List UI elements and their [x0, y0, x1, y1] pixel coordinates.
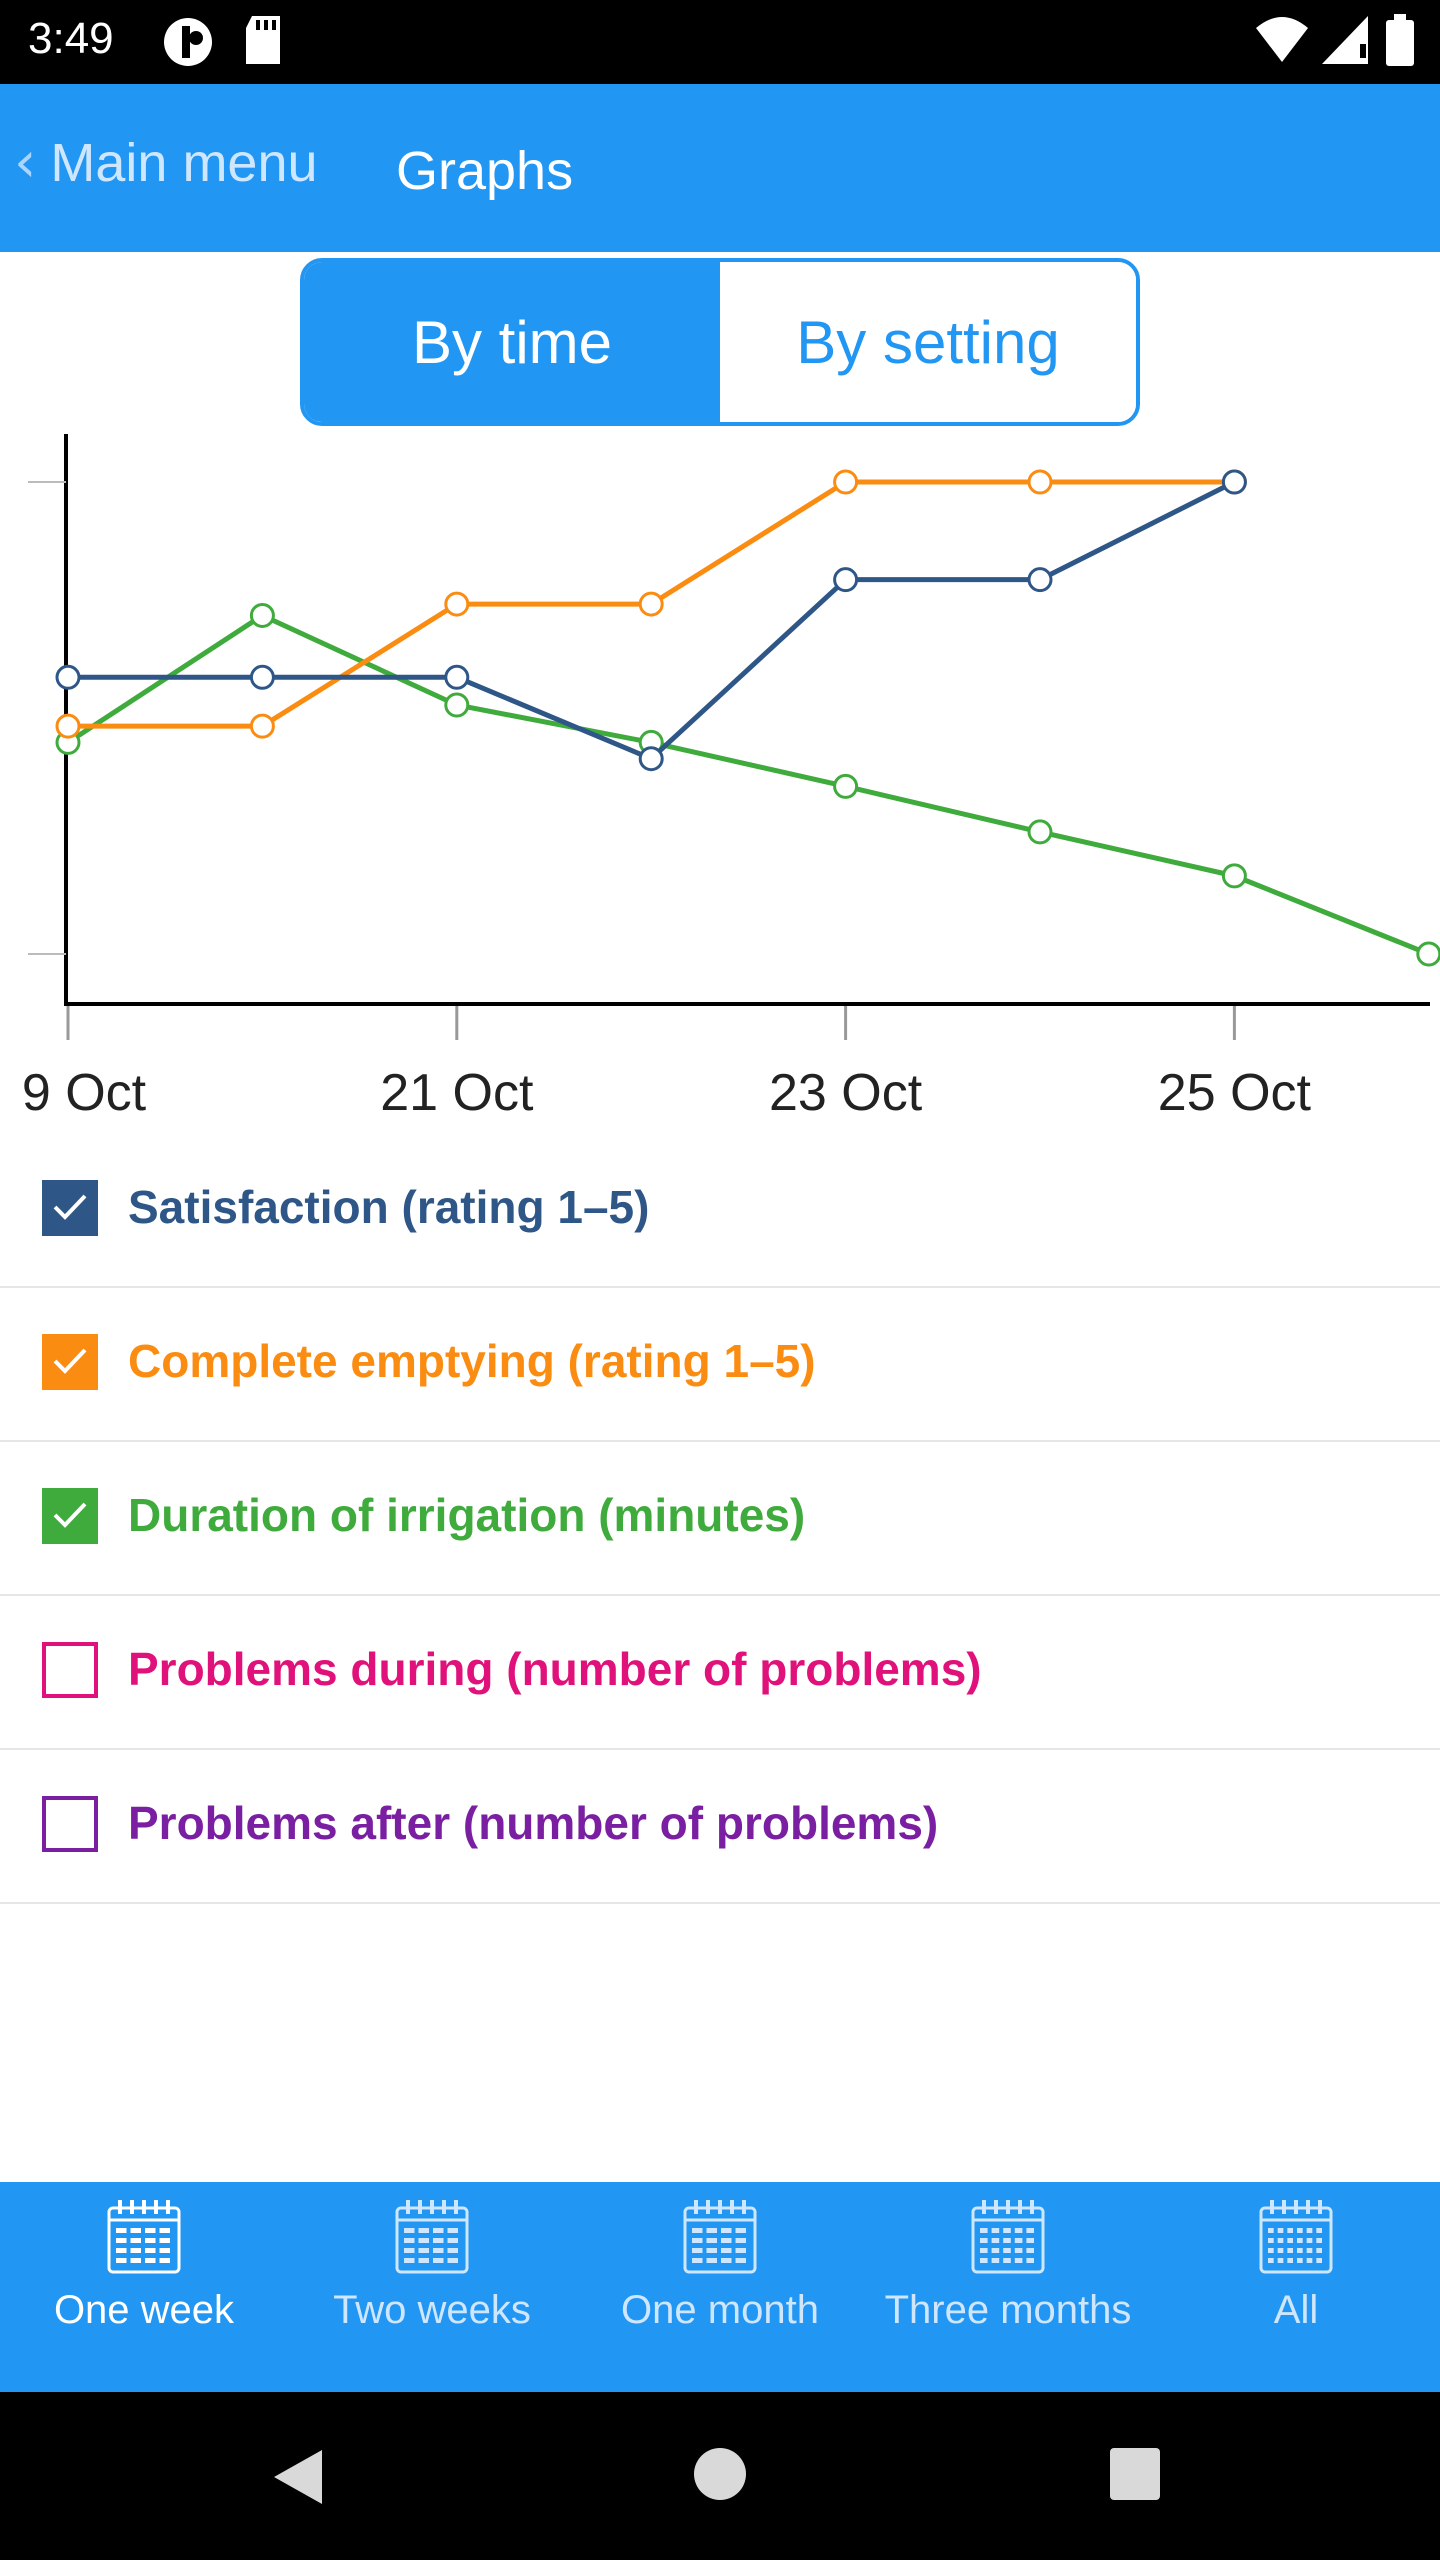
- check-icon: [53, 1194, 87, 1220]
- checkbox-checked[interactable]: [42, 1334, 98, 1390]
- tab-label: One month: [621, 2288, 819, 2332]
- series-line: [66, 612, 1430, 957]
- legend-label: Duration of irrigation (minutes): [128, 1489, 806, 1541]
- tab-three-months[interactable]: Three months: [864, 2182, 1152, 2392]
- series-1: [55, 469, 1247, 739]
- data-point[interactable]: [1221, 863, 1247, 889]
- data-point[interactable]: [444, 692, 470, 718]
- page-title: Graphs: [396, 141, 574, 201]
- battery-icon: [1386, 14, 1414, 66]
- data-point[interactable]: [249, 713, 275, 739]
- legend-row[interactable]: Satisfaction (rating 1–5): [0, 1134, 1440, 1288]
- calendar-icon: [1259, 2200, 1333, 2274]
- app-notification-icon: [164, 18, 212, 66]
- status-time: 3:49: [28, 14, 114, 63]
- app-bar: ‹ Main menu Graphs: [0, 84, 1440, 252]
- data-point[interactable]: [444, 591, 470, 617]
- legend-row[interactable]: Complete emptying (rating 1–5): [0, 1288, 1440, 1442]
- legend-row[interactable]: Problems during (number of problems): [0, 1596, 1440, 1750]
- back-label: Main menu: [50, 133, 318, 193]
- status-bar: 3:49: [0, 0, 1440, 84]
- data-point[interactable]: [1416, 941, 1440, 967]
- x-tick-label: 25 Oct: [1158, 1064, 1312, 1122]
- checkbox-unchecked[interactable]: [42, 1642, 98, 1698]
- home-nav-icon[interactable]: [692, 2446, 748, 2502]
- recents-nav-icon[interactable]: [1108, 2446, 1162, 2502]
- legend-row[interactable]: Duration of irrigation (minutes): [0, 1442, 1440, 1596]
- back-button[interactable]: ‹ Main menu: [14, 132, 318, 194]
- time-range-tab-bar: One week Two weeks One month Three months Al…: [0, 2182, 1440, 2392]
- legend-label: Problems after (number of problems): [128, 1797, 939, 1849]
- checkbox-checked[interactable]: [42, 1488, 98, 1544]
- legend-label: Satisfaction (rating 1–5): [128, 1181, 650, 1233]
- data-point[interactable]: [833, 469, 859, 495]
- data-point[interactable]: [1027, 567, 1053, 593]
- data-point[interactable]: [249, 602, 275, 628]
- calendar-icon: [971, 2200, 1045, 2274]
- view-mode-segmented-control: By time By setting: [300, 258, 1140, 426]
- legend-row[interactable]: Problems after (number of problems): [0, 1750, 1440, 1904]
- x-tick-label: 9 Oct: [22, 1064, 147, 1122]
- data-point[interactable]: [638, 591, 664, 617]
- data-point[interactable]: [249, 664, 275, 690]
- by-setting-tab[interactable]: By setting: [720, 262, 1136, 422]
- data-point[interactable]: [833, 773, 859, 799]
- tab-two-weeks[interactable]: Two weeks: [288, 2182, 576, 2392]
- data-point[interactable]: [55, 713, 81, 739]
- x-tick-label: 23 Oct: [769, 1064, 923, 1122]
- calendar-icon: [395, 2200, 469, 2274]
- data-point[interactable]: [1027, 469, 1053, 495]
- back-nav-icon[interactable]: [270, 2446, 326, 2508]
- series-layer: [55, 469, 1440, 967]
- by-time-tab[interactable]: By time: [304, 262, 720, 422]
- data-point[interactable]: [833, 567, 859, 593]
- x-ticks: 9 Oct 21 Oct 23 Oct 25 Oct: [22, 1006, 1312, 1122]
- tab-one-week[interactable]: One week: [0, 2182, 288, 2392]
- x-tick-label: 21 Oct: [380, 1064, 534, 1122]
- series-2: [55, 602, 1440, 967]
- data-point[interactable]: [638, 746, 664, 772]
- series-legend: Satisfaction (rating 1–5) Complete emptyi…: [0, 1134, 1440, 1904]
- data-point[interactable]: [444, 664, 470, 690]
- checkbox-unchecked[interactable]: [42, 1796, 98, 1852]
- tab-label: All: [1273, 2288, 1319, 2332]
- tab-label: Three months: [884, 2288, 1132, 2332]
- series-0: [55, 469, 1247, 772]
- wifi-icon: [1256, 17, 1308, 62]
- sd-card-icon: [246, 16, 280, 64]
- legend-label: Problems during (number of problems): [128, 1643, 982, 1695]
- tab-label: One week: [53, 2288, 235, 2332]
- line-chart: 9 Oct 21 Oct 23 Oct 25 Oct: [22, 434, 1440, 1122]
- check-icon: [53, 1348, 87, 1374]
- tab-all[interactable]: All: [1152, 2182, 1440, 2392]
- system-nav-bar: [0, 2392, 1440, 2560]
- chevron-left-icon: ‹: [14, 130, 37, 195]
- legend-label: Complete emptying (rating 1–5): [128, 1335, 816, 1387]
- tab-label: Two weeks: [333, 2288, 531, 2332]
- data-point[interactable]: [55, 664, 81, 690]
- data-point[interactable]: [1027, 819, 1053, 845]
- calendar-icon: [683, 2200, 757, 2274]
- data-point[interactable]: [1221, 469, 1247, 495]
- cell-signal-icon: [1322, 16, 1368, 64]
- tab-one-month[interactable]: One month: [576, 2182, 864, 2392]
- calendar-icon: [107, 2200, 181, 2274]
- checkbox-checked[interactable]: [42, 1180, 98, 1236]
- series-line: [68, 479, 1236, 762]
- check-icon: [53, 1502, 87, 1528]
